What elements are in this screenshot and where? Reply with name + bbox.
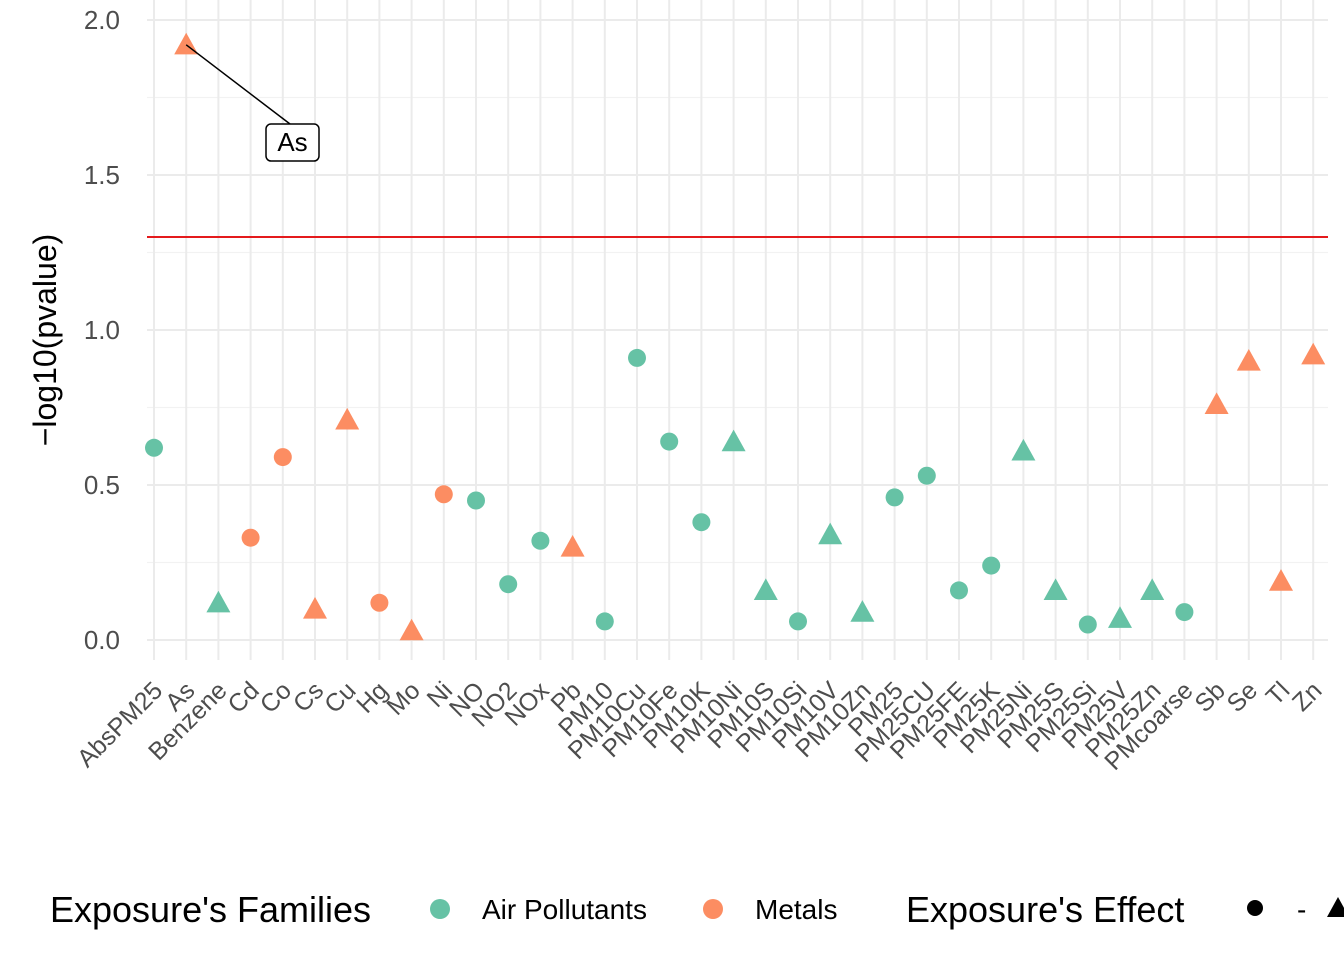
data-point-triangle xyxy=(850,600,875,622)
data-point-triangle xyxy=(721,429,746,452)
data-point-circle xyxy=(595,612,614,631)
data-points xyxy=(145,32,1326,641)
data-point-circle xyxy=(628,348,646,367)
data-point-triangle xyxy=(1301,342,1326,365)
data-point-circle xyxy=(241,528,260,547)
data-point-triangle xyxy=(399,618,424,641)
legend-families-title: Exposure's Families xyxy=(50,889,371,930)
x-axis-ticks: AbsPM25AsBenzeneCdCoCsCuHgMoNiNONO2NOxPb… xyxy=(72,676,1328,776)
data-point-circle xyxy=(531,531,550,550)
legend-label-air-pollutants: Air Pollutants xyxy=(482,894,647,925)
annotation-label-box xyxy=(265,123,320,162)
y-tick-label: 1.0 xyxy=(84,315,120,345)
x-tick-label: Se xyxy=(1222,676,1263,717)
annotation-label-text: As xyxy=(277,127,307,157)
data-point-circle xyxy=(692,513,711,532)
data-point-triangle xyxy=(206,590,231,613)
legend-key-metals xyxy=(703,899,723,919)
legend: Exposure's Families Air Pollutants Metal… xyxy=(50,889,1344,930)
data-point-circle xyxy=(789,612,807,631)
legend-key-negative-effect xyxy=(1247,900,1263,916)
y-tick-label: 0.0 xyxy=(84,625,120,655)
data-point-triangle xyxy=(818,522,843,545)
annotation-leader-line xyxy=(185,44,291,125)
data-point-triangle xyxy=(335,407,360,430)
legend-label-metals: Metals xyxy=(755,894,837,925)
x-tick-label: Zn xyxy=(1287,676,1327,716)
point-annotation: As xyxy=(185,44,320,162)
legend-effect-title: Exposure's Effect xyxy=(906,889,1184,930)
data-point-circle xyxy=(885,488,904,507)
data-point-triangle xyxy=(560,535,585,557)
y-axis-title: −log10(pvalue) xyxy=(27,234,63,447)
legend-key-positive-effect xyxy=(1327,897,1344,917)
data-point-circle xyxy=(660,432,679,451)
data-point-circle xyxy=(499,575,518,594)
data-point-circle xyxy=(370,593,389,612)
y-tick-label: 0.5 xyxy=(84,470,120,500)
data-point-circle xyxy=(1078,615,1097,634)
data-point-triangle xyxy=(1236,349,1261,371)
data-point-circle xyxy=(273,448,292,467)
data-point-triangle xyxy=(303,597,327,619)
data-point-circle xyxy=(982,556,1001,575)
legend-label-negative-effect: - xyxy=(1297,894,1306,925)
data-point-circle xyxy=(1175,603,1194,622)
data-point-circle xyxy=(950,581,968,600)
legend-key-air-pollutants xyxy=(430,899,450,919)
x-tick-label: AbsPM25 xyxy=(72,676,168,772)
minor-grid xyxy=(147,96,1328,564)
data-point-triangle xyxy=(1269,569,1293,591)
x-tick-label: Mo xyxy=(381,676,425,720)
y-axis-ticks: 0.0 0.5 1.0 1.5 2.0 xyxy=(84,5,120,655)
data-point-triangle xyxy=(1043,578,1068,600)
data-point-triangle xyxy=(1204,392,1229,414)
y-tick-label: 1.5 xyxy=(84,160,120,190)
data-point-triangle xyxy=(753,578,778,600)
data-point-circle xyxy=(917,466,936,485)
data-point-triangle xyxy=(1108,606,1132,628)
data-point-circle xyxy=(467,491,485,510)
y-tick-label: 2.0 xyxy=(84,5,120,35)
data-point-circle xyxy=(145,438,163,457)
major-grid xyxy=(147,0,1328,660)
data-point-circle xyxy=(434,485,453,504)
data-point-triangle xyxy=(1140,578,1165,600)
data-point-triangle xyxy=(1011,438,1036,461)
